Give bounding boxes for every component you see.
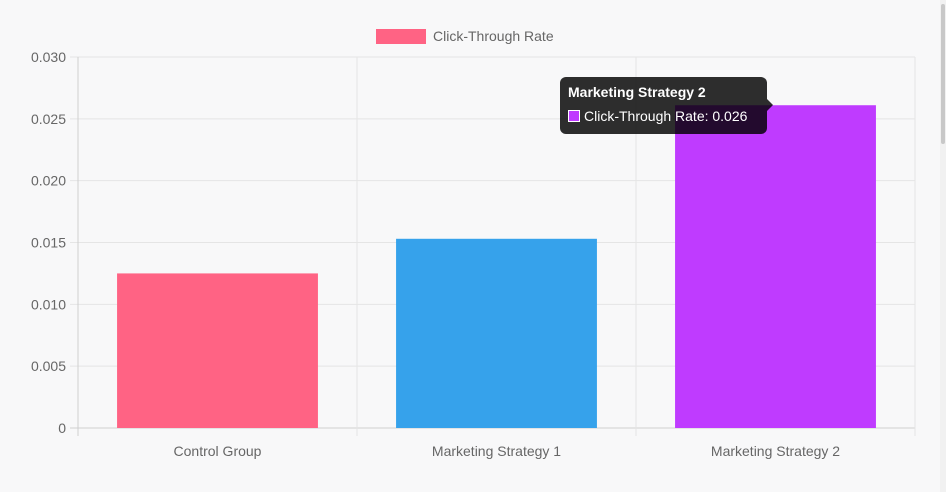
- tooltip-swatch: [568, 110, 580, 122]
- y-tick-label: 0.030: [31, 49, 66, 65]
- scrollbar-thumb[interactable]: [941, 4, 945, 144]
- chart-axes: 0 0.005 0.010 0.015 0.020 0.025 0.030 Control G…: [31, 49, 840, 459]
- y-tick-label: 0.020: [31, 173, 66, 189]
- y-tick-label: 0.015: [31, 235, 66, 251]
- x-tick-label: Marketing Strategy 1: [432, 443, 561, 459]
- legend-swatch: [376, 29, 426, 44]
- x-tick-label: Control Group: [174, 443, 262, 459]
- legend[interactable]: Click-Through Rate: [376, 28, 554, 44]
- vertical-scrollbar[interactable]: [940, 0, 946, 492]
- bar: [117, 273, 318, 428]
- y-tick-label: 0: [58, 420, 66, 436]
- legend-label: Click-Through Rate: [433, 28, 554, 44]
- tooltip-label: Click-Through Rate: 0.026: [584, 108, 748, 124]
- chart-tooltip: Marketing Strategy 2 Click-Through Rate:…: [560, 77, 773, 134]
- y-tick-label: 0.010: [31, 296, 66, 312]
- y-tick-label: 0.005: [31, 358, 66, 374]
- y-tick-label: 0.025: [31, 111, 66, 127]
- bar-series: [117, 105, 876, 428]
- bar: [675, 105, 876, 428]
- x-tick-label: Marketing Strategy 2: [711, 443, 840, 459]
- bar: [396, 238, 597, 428]
- tooltip-title: Marketing Strategy 2: [568, 84, 706, 100]
- tooltip-body: Click-Through Rate: 0.026: [568, 108, 759, 124]
